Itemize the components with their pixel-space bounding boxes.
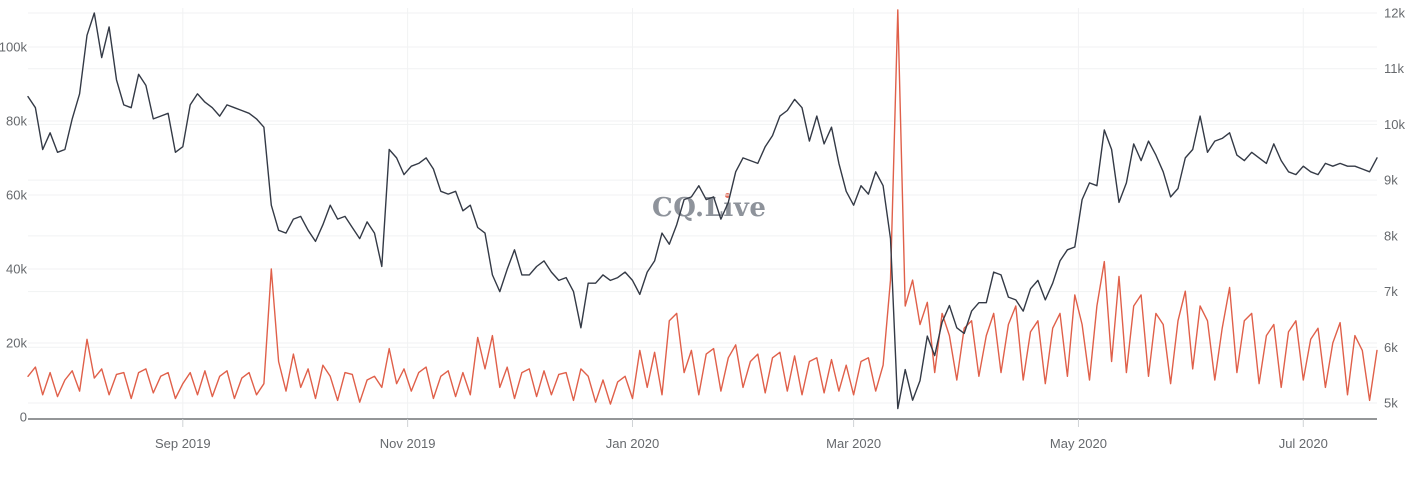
right-axis-tick-label: 12k [1384,6,1405,21]
series-dark_line [27,12,1378,410]
left-axis-tick-label: 20k [6,336,27,351]
x-axis-tick-label: Sep 2019 [155,436,211,451]
right-axis-tick-label: 5k [1384,396,1398,411]
left-axis-tick-label: 40k [6,262,27,277]
right-axis-tick-label: 11k [1384,61,1404,76]
watermark-text-post: ve [734,193,767,223]
right-axis-tick-label: 9k [1384,173,1398,188]
x-axis-tick-label: Jul 2020 [1279,436,1328,451]
x-axis-tick-label: Jan 2020 [606,436,660,451]
left-axis-tick-label: 80k [6,114,27,129]
right-axis-tick-label: 10k [1384,117,1405,132]
x-axis-tick-label: May 2020 [1050,436,1107,451]
left-axis-tick-label: 100k [0,40,27,55]
right-axis-tick-label: 8k [1384,228,1398,243]
left-axis-tick-label: 0 [20,410,27,425]
series-orange_line [27,9,1378,405]
x-axis-tick-label: Nov 2019 [380,436,436,451]
x-axis-tick-label: Mar 2020 [826,436,881,451]
right-axis-tick-label: 7k [1384,284,1398,299]
right-axis-tick-label: 6k [1384,340,1398,355]
left-axis-tick-label: 60k [6,188,27,203]
plot-area[interactable] [28,8,1377,419]
